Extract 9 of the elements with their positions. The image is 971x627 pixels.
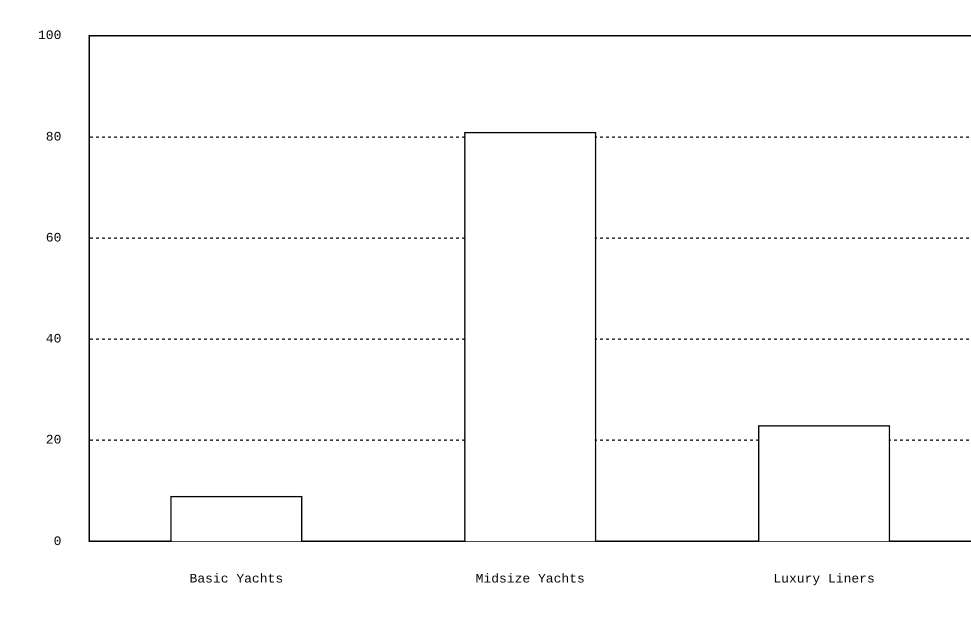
y-tick-label: 0: [54, 534, 62, 549]
y-tick-label: 40: [46, 332, 62, 347]
y-tick-label: 20: [46, 432, 62, 448]
x-tick-label: Luxury Liners: [773, 572, 875, 587]
y-tick-label: 60: [46, 230, 62, 246]
y-tick-label: 80: [46, 129, 62, 144]
x-tick-label: Basic Yachts: [190, 572, 284, 587]
y-tick-label: 100: [38, 28, 62, 44]
x-tick-label: Midsize Yachts: [476, 572, 585, 587]
